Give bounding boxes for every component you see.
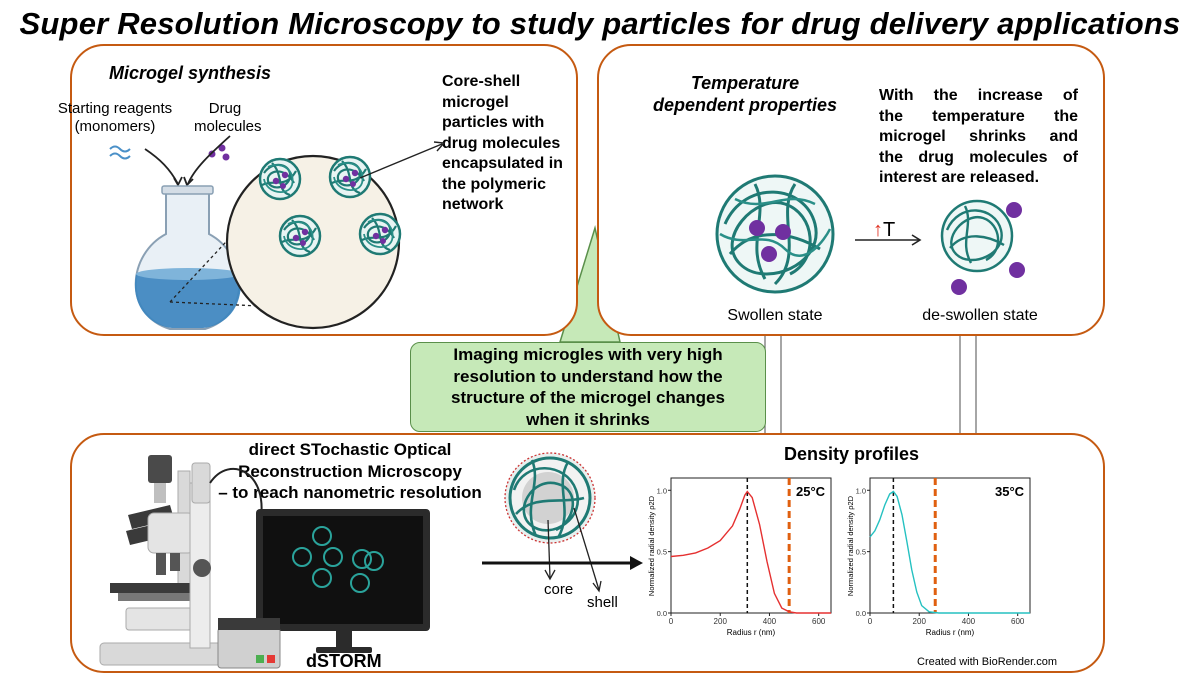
y-tick-label: 0.0	[856, 609, 866, 618]
reagents-icon	[109, 145, 131, 160]
plot-35c-svg: 0 200 400 600 0.0 0.5 1.0 35°C Radius r (nm) N…	[846, 477, 1031, 637]
core-shell-description: Core-shell microgel particles with drug …	[442, 73, 563, 213]
dstorm-heading: direct STochastic Optical Reconstruction…	[218, 440, 482, 502]
y-axis-label: Normalized radial density ρ2D	[846, 495, 855, 596]
swollen-label: Swollen state	[727, 307, 823, 324]
imaging-callout-text: Imaging microgles with very high resolut…	[451, 345, 725, 429]
synthesis-heading: Microgel synthesis	[108, 63, 272, 83]
drug-arrow	[187, 135, 231, 185]
controller-box-icon	[217, 618, 281, 669]
temperature-description: With the increase of the temperature the…	[879, 87, 1078, 186]
reagents-label: Starting reagents (monomers)	[57, 100, 173, 135]
microgel-particle	[358, 212, 402, 256]
reagent-arrow	[144, 148, 179, 185]
drug-label: Drug molecules	[194, 100, 262, 135]
released-drug	[1009, 262, 1025, 278]
synthesis-illustration	[109, 135, 446, 330]
temperature-panel	[597, 44, 1105, 336]
y-tick-label: 0.0	[657, 609, 667, 618]
core-label: core	[544, 581, 574, 598]
y-tick-label: 1.0	[657, 486, 667, 495]
biorender-credit: Created with BioRender.com	[917, 656, 1058, 668]
swollen-microgel	[715, 174, 835, 294]
plot-35c: 0 200 400 600 0.0 0.5 1.0 35°C Radius r (nm) N…	[843, 472, 1033, 642]
plot-frame	[869, 477, 1031, 614]
shell-label: shell	[587, 594, 618, 611]
y-tick-label: 0.5	[856, 548, 866, 557]
x-tick-label: 200	[714, 617, 728, 626]
density-profiles-title: Density profiles	[784, 444, 920, 464]
density-curve-35c	[869, 490, 1030, 614]
imaging-callout	[410, 342, 766, 432]
y-axis-label: Normalized radial density ρ2D	[647, 495, 656, 596]
microgel-particle	[278, 214, 322, 258]
x-axis-label: Radius r (nm)	[926, 628, 975, 637]
deswollen-label: de-swollen state	[922, 307, 1038, 324]
x-tick-label: 400	[962, 617, 976, 626]
y-tick-label: 1.0	[856, 486, 866, 495]
x-axis-label: Radius r (nm)	[727, 628, 776, 637]
microgel-particle	[258, 157, 302, 201]
x-tick-label: 0	[669, 617, 674, 626]
x-tick-label: 200	[913, 617, 927, 626]
dstorm-label: dSTORM	[306, 651, 382, 671]
plot-25c-svg: 0 200 400 600 0.0 0.5 1.0 25°C Radius r (nm) N…	[647, 477, 832, 637]
annotation-35c: 35°C	[995, 484, 1025, 499]
density-curve-25c	[670, 490, 831, 614]
temperature-arrow-label: ↑T	[873, 219, 896, 241]
page-title: Super Resolution Microscopy to study par…	[19, 6, 1181, 41]
plot-25c: 0 200 400 600 0.0 0.5 1.0 25°C Radius r (nm) N…	[644, 472, 834, 642]
microscope-icon	[99, 455, 225, 666]
x-tick-label: 400	[763, 617, 777, 626]
plot-frame	[670, 477, 832, 614]
temperature-illustration	[715, 174, 1025, 295]
monitor-icon	[256, 509, 430, 653]
released-drug	[951, 279, 967, 295]
flask-icon	[134, 185, 241, 330]
temperature-heading: Temperature dependent properties	[652, 73, 838, 115]
released-drug	[1006, 202, 1022, 218]
microscope-illustration	[99, 455, 430, 669]
annotation-25c: 25°C	[796, 484, 826, 499]
y-tick-label: 0.5	[657, 548, 667, 557]
microgel-zoom	[482, 452, 643, 593]
x-tick-label: 600	[812, 617, 826, 626]
deswollen-microgel	[940, 199, 1014, 273]
x-tick-label: 600	[1011, 617, 1025, 626]
x-tick-label: 0	[868, 617, 873, 626]
